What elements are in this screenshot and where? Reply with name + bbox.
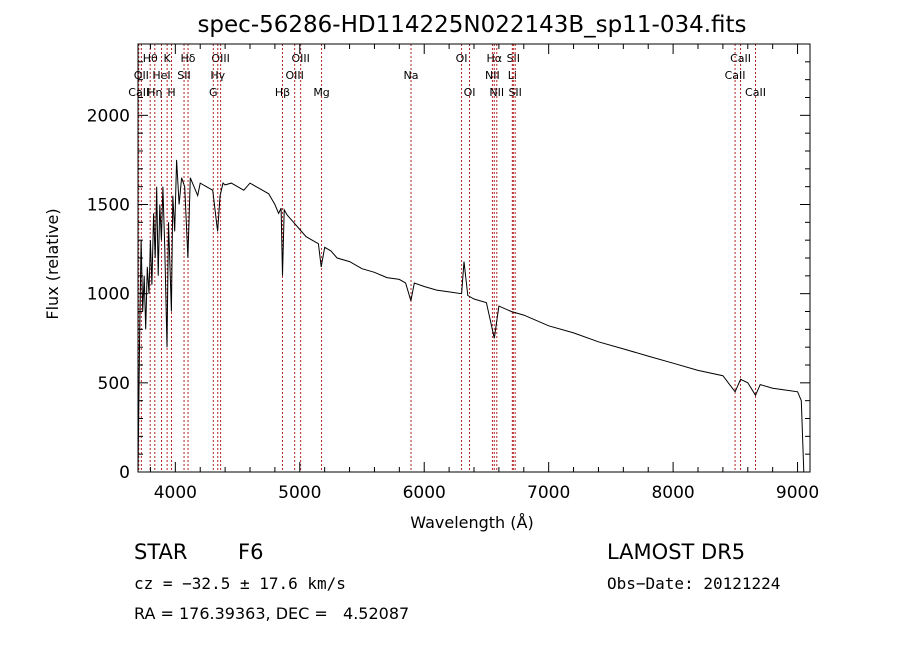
line-label-27: CaII: [745, 86, 766, 99]
line-label-19: Hα: [487, 52, 503, 65]
line-label-17: OI: [456, 52, 468, 65]
coordinates: RA = 176.39363, DEC = 4.52087: [134, 604, 410, 623]
line-label-16: Na: [404, 69, 419, 82]
line-label-24: SII: [508, 86, 521, 99]
spectrum-line: [137, 159, 805, 473]
line-label-15: Mg: [313, 86, 329, 99]
chart-title: spec-56286-HD114225N022143B_sp11-034.fit…: [197, 12, 746, 38]
line-label-4: Hη: [147, 86, 162, 99]
y-tick-label-3: 1500: [87, 196, 130, 216]
line-label-13: OIII: [291, 52, 309, 65]
line-label-9: OIII: [211, 52, 229, 65]
line-label-3: HeI: [152, 69, 170, 82]
line-label-22: Li: [508, 69, 517, 82]
line-label-20: SII: [507, 52, 520, 65]
observation-date: Obs−Date: 20121224: [607, 574, 781, 593]
y-tick-label-2: 1000: [87, 285, 130, 305]
y-tick-label-0: 0: [119, 463, 130, 483]
y-tick-label-1: 500: [98, 374, 130, 394]
line-label-0: Hθ: [143, 52, 158, 65]
object-type: STAR: [134, 540, 188, 564]
y-tick-label-4: 2000: [87, 106, 130, 126]
line-label-25: CaII: [730, 52, 751, 65]
line-label-6: H: [167, 86, 175, 99]
line-label-21: NII: [485, 69, 500, 82]
line-label-2: CaII: [128, 86, 149, 99]
survey-name: LAMOST DR5: [607, 540, 746, 564]
plot-frame: [137, 43, 811, 473]
line-label-5: K: [164, 52, 172, 65]
line-label-14: OIII: [285, 69, 303, 82]
axes: 4000 5000 6000 7000 8000 9000 0 500 1000 1500 2000: [87, 44, 819, 503]
y-axis-label: Flux (relative): [43, 208, 62, 319]
line-label-12: Hβ: [275, 86, 290, 99]
x-tick-label-3: 7000: [527, 483, 570, 503]
x-tick-label-5: 9000: [776, 483, 819, 503]
x-tick-label-1: 5000: [278, 483, 321, 503]
line-label-8: Hδ: [181, 52, 196, 65]
line-label-7: SII: [177, 69, 190, 82]
x-tick-label-4: 8000: [651, 483, 694, 503]
line-label-11: G: [209, 86, 218, 99]
line-label-10: Hγ: [210, 69, 225, 82]
spectral-subclass: F6: [238, 540, 264, 564]
line-label-26: CaII: [725, 69, 746, 82]
x-axis-label: Wavelength (Å): [410, 513, 533, 532]
redshift-velocity: cz = −32.5 ± 17.6 km/s: [134, 574, 346, 593]
line-label-18: OI: [464, 86, 476, 99]
line-label-23: NII: [489, 86, 504, 99]
x-tick-label-2: 6000: [403, 483, 446, 503]
x-tick-label-0: 4000: [154, 483, 197, 503]
